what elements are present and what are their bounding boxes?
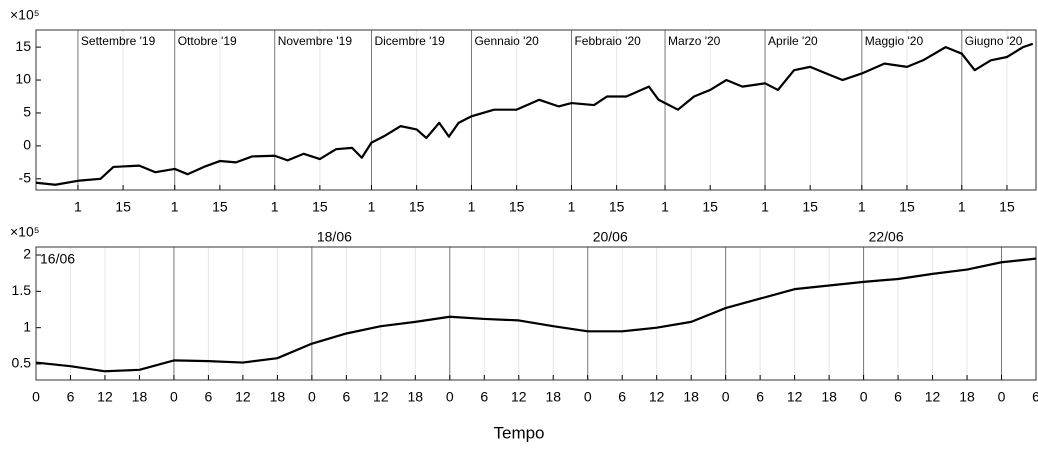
y-tick-label: 10 (15, 71, 31, 87)
x-tick-label: 1 (661, 199, 669, 215)
axes-frame (35, 29, 1037, 191)
x-tick-label: 12 (787, 389, 803, 405)
x-tick-label: 6 (1032, 389, 1038, 405)
x-tick-label: 6 (618, 389, 626, 405)
y-tick-label: 15 (15, 38, 31, 54)
data-line (35, 257, 1037, 373)
x-tick-label: 0 (446, 389, 454, 405)
y-tick-label: 1 (23, 318, 31, 334)
x-tick-label: 15 (212, 199, 228, 215)
x-tick-label: 1 (271, 199, 279, 215)
y-tick-label: 2 (23, 246, 31, 262)
y-tick-label: -5 (19, 170, 32, 186)
x-tick-label: 1 (858, 199, 866, 215)
x-tick-label: 15 (999, 199, 1015, 215)
x-tick-label: 12 (235, 389, 251, 405)
y-multiplier: ×10⁵ (10, 224, 40, 240)
plot-area (36, 247, 1036, 380)
x-tick-label: 1 (958, 199, 966, 215)
period-label: 22/06 (869, 229, 904, 245)
y-tick-label: 0.5 (12, 355, 32, 371)
period-label: Aprile '20 (768, 34, 818, 48)
x-axis-label: Tempo (493, 423, 544, 442)
y-multiplier: ×10⁵ (10, 7, 40, 23)
x-tick-label: 1 (74, 199, 82, 215)
x-tick-label: 0 (722, 389, 730, 405)
period-label: Marzo '20 (668, 34, 721, 48)
x-tick-label: 18 (959, 389, 975, 405)
data-line (35, 42, 1034, 186)
period-label: Gennaio '20 (474, 34, 539, 48)
x-tick-label: 1 (568, 199, 576, 215)
period-label: Ottobre '19 (178, 34, 237, 48)
period-label: 18/06 (317, 229, 352, 245)
x-tick-label: 15 (609, 199, 625, 215)
x-tick-label: 6 (894, 389, 902, 405)
period-label: Maggio '20 (865, 34, 924, 48)
x-tick-label: 15 (509, 199, 525, 215)
x-tick-label: 12 (373, 389, 389, 405)
x-tick-label: 6 (480, 389, 488, 405)
x-tick-label: 15 (802, 199, 818, 215)
x-tick-label: 15 (899, 199, 915, 215)
x-tick-label: 18 (683, 389, 699, 405)
period-label: Settembre '19 (81, 34, 156, 48)
x-tick-label: 18 (821, 389, 837, 405)
x-tick-label: 15 (312, 199, 328, 215)
plot-area (36, 30, 1036, 190)
period-label: 16/06 (40, 251, 75, 267)
x-tick-label: 1 (171, 199, 179, 215)
x-tick-label: 18 (408, 389, 424, 405)
period-label: Febbraio '20 (574, 34, 641, 48)
x-tick-label: 1 (468, 199, 476, 215)
y-tick-label: 0 (23, 137, 31, 153)
x-tick-label: 18 (545, 389, 561, 405)
x-tick-label: 15 (115, 199, 131, 215)
x-tick-label: 0 (32, 389, 40, 405)
period-label: Dicembre '19 (374, 34, 445, 48)
x-tick-label: 18 (132, 389, 148, 405)
y-tick-label: 1.5 (12, 282, 32, 298)
x-tick-label: 1 (368, 199, 376, 215)
x-tick-label: 6 (756, 389, 764, 405)
x-tick-label: 12 (97, 389, 113, 405)
x-tick-label: 6 (342, 389, 350, 405)
x-tick-label: 6 (67, 389, 75, 405)
x-tick-label: 12 (649, 389, 665, 405)
x-tick-label: 18 (270, 389, 286, 405)
x-tick-label: 0 (170, 389, 178, 405)
period-label: Giugno '20 (965, 34, 1023, 48)
axes-frame (35, 246, 1037, 381)
period-label: Novembre '19 (278, 34, 353, 48)
x-tick-label: 0 (308, 389, 316, 405)
x-tick-label: 1 (761, 199, 769, 215)
x-tick-label: 15 (702, 199, 718, 215)
period-label: 20/06 (593, 229, 628, 245)
x-tick-label: 12 (511, 389, 527, 405)
y-tick-label: 5 (23, 104, 31, 120)
x-tick-label: 0 (860, 389, 868, 405)
x-tick-label: 0 (584, 389, 592, 405)
x-tick-label: 15 (409, 199, 425, 215)
x-tick-label: 0 (998, 389, 1006, 405)
x-tick-label: 6 (205, 389, 213, 405)
x-tick-label: 12 (925, 389, 941, 405)
